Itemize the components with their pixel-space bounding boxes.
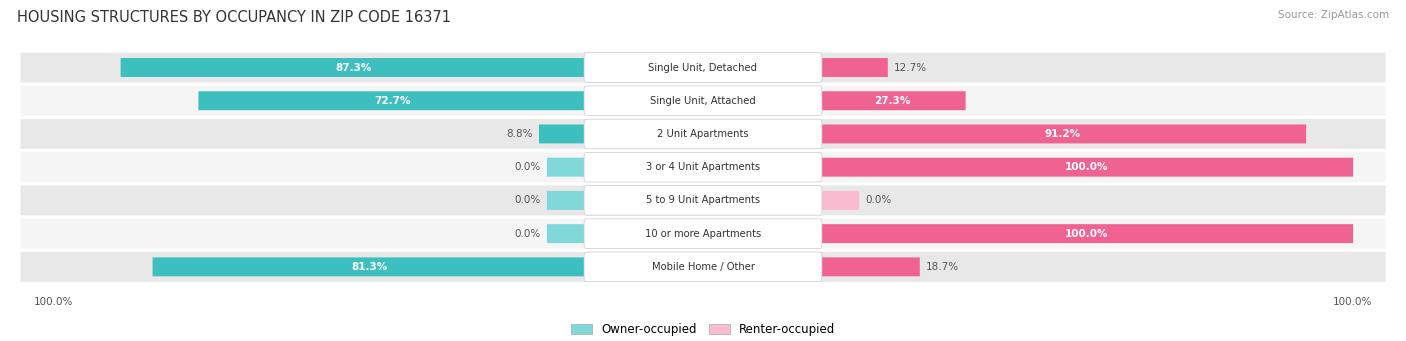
FancyBboxPatch shape bbox=[21, 53, 1385, 83]
FancyBboxPatch shape bbox=[547, 224, 586, 243]
Text: 12.7%: 12.7% bbox=[894, 62, 928, 73]
Text: 100.0%: 100.0% bbox=[1064, 162, 1108, 172]
FancyBboxPatch shape bbox=[583, 86, 823, 116]
FancyBboxPatch shape bbox=[820, 58, 887, 77]
Text: 100.0%: 100.0% bbox=[1064, 228, 1108, 239]
FancyBboxPatch shape bbox=[21, 219, 1385, 249]
FancyBboxPatch shape bbox=[820, 91, 966, 110]
Text: Mobile Home / Other: Mobile Home / Other bbox=[651, 262, 755, 272]
FancyBboxPatch shape bbox=[583, 252, 823, 282]
Text: 5 to 9 Unit Apartments: 5 to 9 Unit Apartments bbox=[645, 195, 761, 205]
Text: 27.3%: 27.3% bbox=[875, 96, 911, 106]
FancyBboxPatch shape bbox=[583, 119, 823, 149]
Text: 91.2%: 91.2% bbox=[1045, 129, 1081, 139]
FancyBboxPatch shape bbox=[21, 119, 1385, 149]
Text: Single Unit, Detached: Single Unit, Detached bbox=[648, 62, 758, 73]
FancyBboxPatch shape bbox=[583, 219, 823, 248]
FancyBboxPatch shape bbox=[538, 124, 586, 144]
FancyBboxPatch shape bbox=[820, 224, 1353, 243]
FancyBboxPatch shape bbox=[820, 158, 1353, 177]
Text: 0.0%: 0.0% bbox=[515, 195, 540, 205]
FancyBboxPatch shape bbox=[21, 152, 1385, 182]
Text: HOUSING STRUCTURES BY OCCUPANCY IN ZIP CODE 16371: HOUSING STRUCTURES BY OCCUPANCY IN ZIP C… bbox=[17, 10, 451, 25]
Text: 87.3%: 87.3% bbox=[335, 62, 371, 73]
Text: 3 or 4 Unit Apartments: 3 or 4 Unit Apartments bbox=[645, 162, 761, 172]
Text: 81.3%: 81.3% bbox=[352, 262, 388, 272]
Legend: Owner-occupied, Renter-occupied: Owner-occupied, Renter-occupied bbox=[565, 318, 841, 341]
FancyBboxPatch shape bbox=[198, 91, 586, 110]
Text: 18.7%: 18.7% bbox=[927, 262, 959, 272]
Text: 2 Unit Apartments: 2 Unit Apartments bbox=[657, 129, 749, 139]
FancyBboxPatch shape bbox=[153, 257, 586, 276]
Text: Source: ZipAtlas.com: Source: ZipAtlas.com bbox=[1278, 10, 1389, 20]
FancyBboxPatch shape bbox=[547, 158, 586, 177]
FancyBboxPatch shape bbox=[583, 53, 823, 82]
Text: 0.0%: 0.0% bbox=[515, 228, 540, 239]
FancyBboxPatch shape bbox=[820, 257, 920, 276]
FancyBboxPatch shape bbox=[21, 86, 1385, 116]
FancyBboxPatch shape bbox=[547, 191, 586, 210]
FancyBboxPatch shape bbox=[121, 58, 586, 77]
FancyBboxPatch shape bbox=[583, 186, 823, 215]
Text: 100.0%: 100.0% bbox=[1333, 297, 1372, 308]
Text: 8.8%: 8.8% bbox=[506, 129, 533, 139]
Text: 0.0%: 0.0% bbox=[866, 195, 891, 205]
FancyBboxPatch shape bbox=[820, 124, 1306, 144]
Text: 10 or more Apartments: 10 or more Apartments bbox=[645, 228, 761, 239]
Text: Single Unit, Attached: Single Unit, Attached bbox=[650, 96, 756, 106]
FancyBboxPatch shape bbox=[21, 186, 1385, 216]
FancyBboxPatch shape bbox=[583, 152, 823, 182]
Text: 100.0%: 100.0% bbox=[34, 297, 73, 308]
FancyBboxPatch shape bbox=[21, 252, 1385, 282]
FancyBboxPatch shape bbox=[820, 191, 859, 210]
Text: 0.0%: 0.0% bbox=[515, 162, 540, 172]
Text: 72.7%: 72.7% bbox=[374, 96, 411, 106]
